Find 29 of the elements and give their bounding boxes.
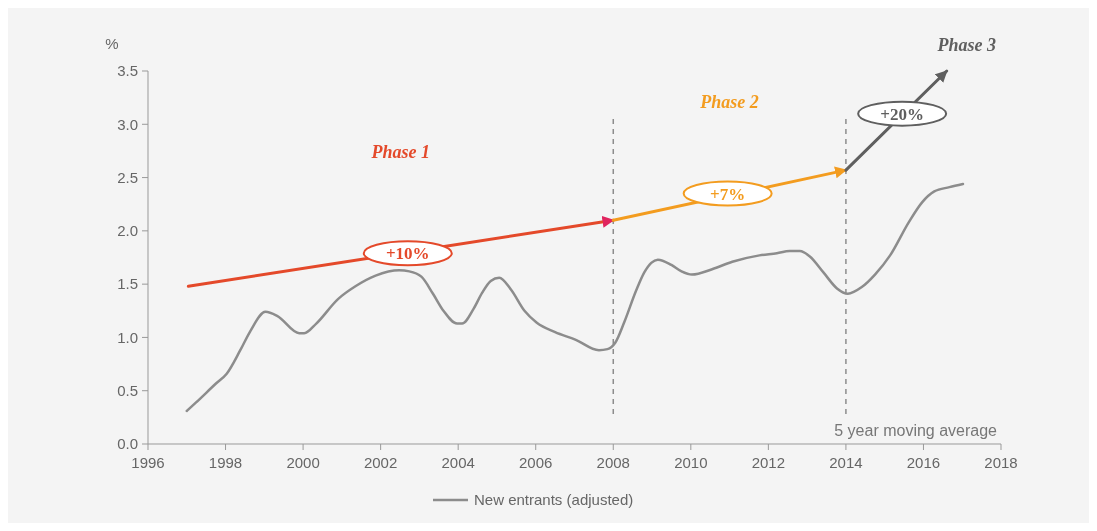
x-tick-label: 2016 xyxy=(906,454,941,471)
x-tick-label: 2012 xyxy=(751,454,786,471)
annotation: +7% xyxy=(710,184,746,204)
y-tick-label: 3.0 xyxy=(117,115,138,133)
x-tick-label: 2014 xyxy=(829,454,863,471)
x-tick-label: 1996 xyxy=(131,454,165,471)
series-label: Phase 3 xyxy=(936,35,996,55)
x-tick-label: 2000 xyxy=(286,454,320,471)
y-tick-label: 3.5 xyxy=(117,62,138,80)
text: Phase 1 xyxy=(370,142,431,163)
y-axis-title: % xyxy=(105,35,119,52)
y-tick-label: 1.5 xyxy=(117,275,138,293)
x-tick-label: 2018 xyxy=(984,454,1018,471)
x-tick-label: 2008 xyxy=(596,454,630,471)
y-tick-label: 1.0 xyxy=(117,328,138,346)
y-tick-label: 2.0 xyxy=(117,222,138,240)
legend-label: New entrants (adjusted) xyxy=(474,491,634,509)
x-tick-label: 2002 xyxy=(363,454,398,471)
text: Phase 2 xyxy=(699,92,759,113)
y-tick-label: 0.0 xyxy=(117,435,138,453)
annotation: 5 year moving average xyxy=(834,422,998,439)
y-tick-label: 2.5 xyxy=(117,168,138,186)
x-tick-label: 1998 xyxy=(208,454,243,471)
x-tick-label: 2006 xyxy=(519,454,553,471)
x-tick-label: 2010 xyxy=(674,454,708,471)
x-tick-label: 2004 xyxy=(441,454,475,471)
annotation: +20% xyxy=(880,104,924,124)
y-tick-label: 0.5 xyxy=(117,381,138,399)
annotation: +10% xyxy=(385,244,430,264)
